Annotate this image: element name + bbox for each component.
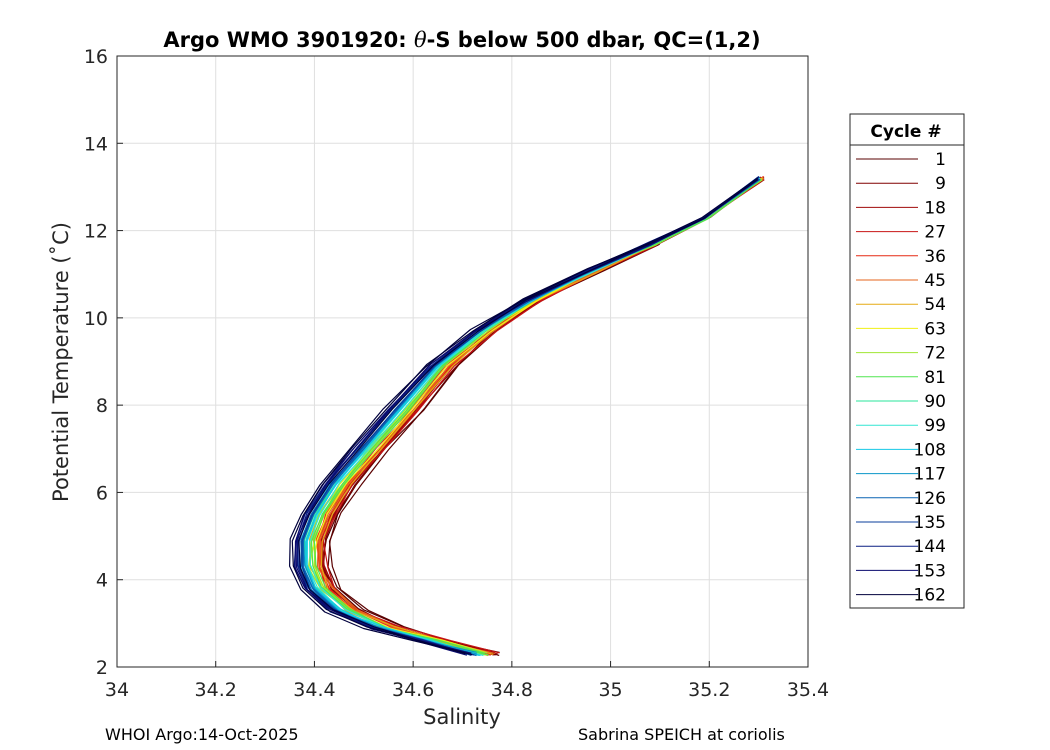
profile-line: [304, 176, 761, 656]
legend-label: 36: [924, 247, 946, 267]
y-tick-label: 10: [84, 308, 108, 330]
y-tick-label: 16: [84, 46, 108, 68]
profile-line: [298, 242, 651, 656]
x-tick-label: 34.2: [195, 679, 237, 701]
legend-label: 90: [924, 392, 946, 412]
y-axis-ticks: 2 4 6 8 10 12 14 16: [84, 46, 123, 679]
profile-line: [301, 243, 651, 629]
legend-label: 135: [914, 513, 946, 533]
legend-label: 117: [914, 465, 946, 485]
chart-title-theta: θ: [414, 28, 427, 52]
legend-label: 81: [924, 368, 946, 388]
legend-label: 18: [924, 198, 946, 218]
profile-line: [294, 178, 759, 656]
x-axis-label: Salinity: [423, 705, 501, 729]
profile-line: [311, 178, 762, 654]
legend-label: 45: [924, 271, 946, 291]
y-tick-label: 8: [96, 395, 108, 417]
y-tick-label: 6: [96, 482, 108, 504]
y-tick-label: 2: [96, 657, 108, 679]
legend-label: 108: [914, 440, 946, 460]
profile-line: [293, 242, 649, 654]
profile-line: [296, 177, 758, 654]
profile-line: [291, 178, 758, 655]
x-tick-label: 34.6: [392, 679, 434, 701]
x-tick-label: 34.8: [491, 679, 533, 701]
profile-line: [321, 176, 762, 628]
plot-area-border: [116, 55, 809, 668]
footer-credit-left: WHOI Argo:14-Oct-2025: [105, 725, 299, 744]
legend-label: 54: [924, 295, 946, 315]
profile-line: [300, 176, 760, 656]
legend-label: 144: [914, 537, 946, 557]
y-tick-label: 4: [96, 570, 108, 592]
legend-label: 1: [935, 150, 946, 170]
y-tick-label: 14: [84, 133, 108, 155]
x-tick-label: 35: [598, 679, 622, 701]
y-tick-label: 12: [84, 221, 108, 243]
profile-line: [307, 179, 763, 629]
profile-line: [320, 178, 765, 656]
profile-line: [320, 179, 764, 654]
profile-line: [302, 178, 761, 657]
legend-label: 72: [924, 344, 946, 364]
chart-title-suffix: -S below 500 dbar, QC=(1,2): [427, 28, 761, 52]
legend-label: 9: [935, 174, 946, 194]
profile-line: [306, 178, 760, 657]
y-axis-label: Potential Temperature (˚C): [49, 222, 73, 502]
profile-line: [298, 176, 759, 656]
legend-label: 63: [924, 319, 946, 339]
footer-credit-right: Sabrina SPEICH at coriolis: [578, 725, 785, 744]
x-tick-label: 34.4: [293, 679, 335, 701]
profile-line: [309, 179, 761, 657]
chart-title-prefix: Argo WMO 3901920:: [163, 28, 414, 52]
legend-box: [849, 113, 965, 609]
profile-line: [289, 177, 759, 654]
x-tick-label: 34: [105, 679, 129, 701]
profile-line: [297, 177, 759, 656]
profile-line: [302, 179, 760, 653]
profile-line: [296, 176, 760, 627]
profile-lines: [289, 176, 765, 657]
legend-label: 27: [924, 223, 946, 243]
legend-label: 153: [914, 561, 946, 581]
legend-entries: 1 9 18 27 36 45 54 63 72 81 90 99 108 117 126 135 144 153…: [856, 150, 946, 606]
legend-title: Cycle #: [870, 122, 941, 142]
grid-lines: [116, 55, 809, 668]
profile-line: [301, 176, 760, 656]
legend-label: 162: [914, 586, 946, 606]
x-tick-label: 35.4: [787, 679, 829, 701]
x-tick-label: 35.2: [688, 679, 730, 701]
x-axis-ticks: 34 34.2 34.4 34.6 34.8 35 35.2 35.4: [105, 661, 829, 701]
legend-label: 99: [924, 416, 946, 436]
legend-label: 126: [914, 489, 946, 509]
profile-line: [312, 179, 759, 657]
profile-line: [304, 179, 760, 656]
profile-line: [305, 179, 760, 656]
profile-line: [306, 177, 761, 629]
profile-line: [302, 178, 761, 655]
profile-line: [318, 177, 764, 628]
chart-title: Argo WMO 3901920: θ-S below 500 dbar, QC…: [163, 28, 760, 52]
legend: Cycle # 19182736455463728190991081171261…: [849, 113, 965, 609]
